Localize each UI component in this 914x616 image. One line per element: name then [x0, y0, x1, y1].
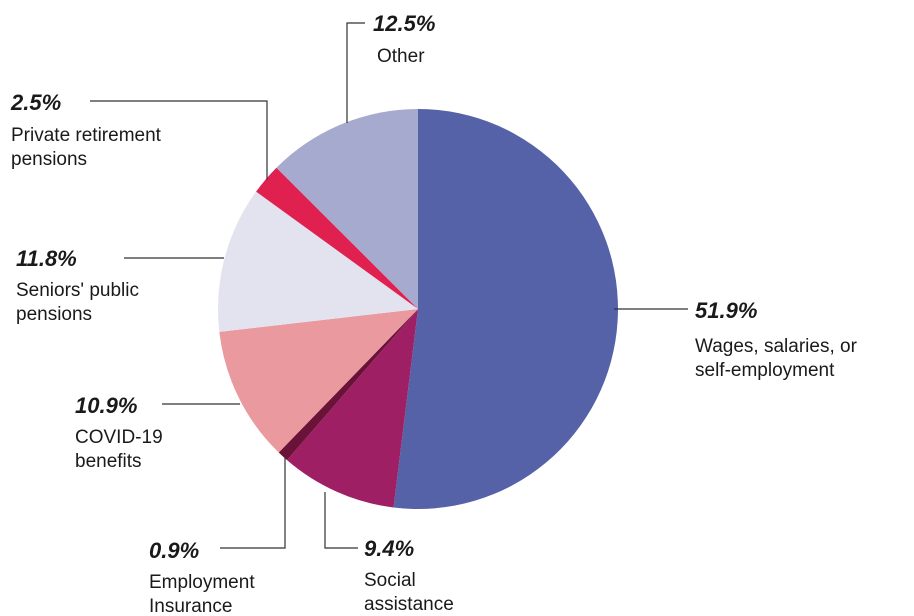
- value-label-employment-insurance: 0.9%: [149, 538, 199, 563]
- category-label-other: Other: [377, 46, 425, 67]
- value-label-private-retirement-pensions: 2.5%: [10, 90, 61, 115]
- leader-line-other: [346, 22, 365, 123]
- leader-line-private-retirement-pensions: [90, 100, 268, 180]
- label-group-private-retirement-pensions: 2.5% Private retirement pensions: [10, 90, 268, 180]
- pie-slice-other: [276, 109, 418, 309]
- category-label-wages-salaries-or-self-employment: Wages, salaries, or self-employment: [695, 336, 858, 381]
- pie-slice-social-assistance: [287, 309, 418, 508]
- value-label-wages-salaries-or-self-employment: 51.9%: [695, 298, 757, 323]
- category-label-employment-insurance: Employment Insurance: [149, 572, 255, 616]
- label-group-covid-19-benefits: 10.9% COVID-19 benefits: [75, 393, 240, 472]
- value-label-covid-19-benefits: 10.9%: [75, 393, 137, 418]
- value-label-other: 12.5%: [373, 11, 435, 36]
- label-group-wages-salaries-or-self-employment: 51.9% Wages, salaries, or self-employment: [614, 298, 858, 381]
- pie-slices: [218, 109, 618, 510]
- pie-slice-employment-insurance: [278, 309, 418, 461]
- label-group-other: 12.5% Other: [346, 11, 435, 123]
- value-label-social-assistance: 9.4%: [364, 536, 414, 561]
- label-group-social-assistance: 9.4% Social assistance: [324, 492, 454, 615]
- label-group-seniors-public-pensions: 11.8% Seniors' public pensions: [16, 246, 224, 325]
- value-label-seniors-public-pensions: 11.8%: [16, 246, 77, 271]
- leader-line-social-assistance: [324, 492, 358, 549]
- category-label-covid-19-benefits: COVID-19 benefits: [75, 427, 163, 472]
- pie-slice-seniors-public-pensions: [218, 191, 418, 332]
- category-label-private-retirement-pensions: Private retirement pensions: [11, 125, 162, 170]
- leader-line-employment-insurance: [220, 458, 286, 549]
- pie-slice-covid-19-benefits: [219, 309, 418, 453]
- category-label-seniors-public-pensions: Seniors' public pensions: [16, 280, 139, 325]
- pie-slice-private-retirement-pensions: [256, 167, 418, 309]
- label-group-employment-insurance: 0.9% Employment Insurance: [149, 458, 286, 616]
- pie-labels: 51.9% Wages, salaries, or self-employment 9…: [10, 11, 858, 616]
- pie-slice-wages-salaries-or-self-employment: [393, 109, 618, 510]
- category-label-social-assistance: Social assistance: [364, 570, 454, 615]
